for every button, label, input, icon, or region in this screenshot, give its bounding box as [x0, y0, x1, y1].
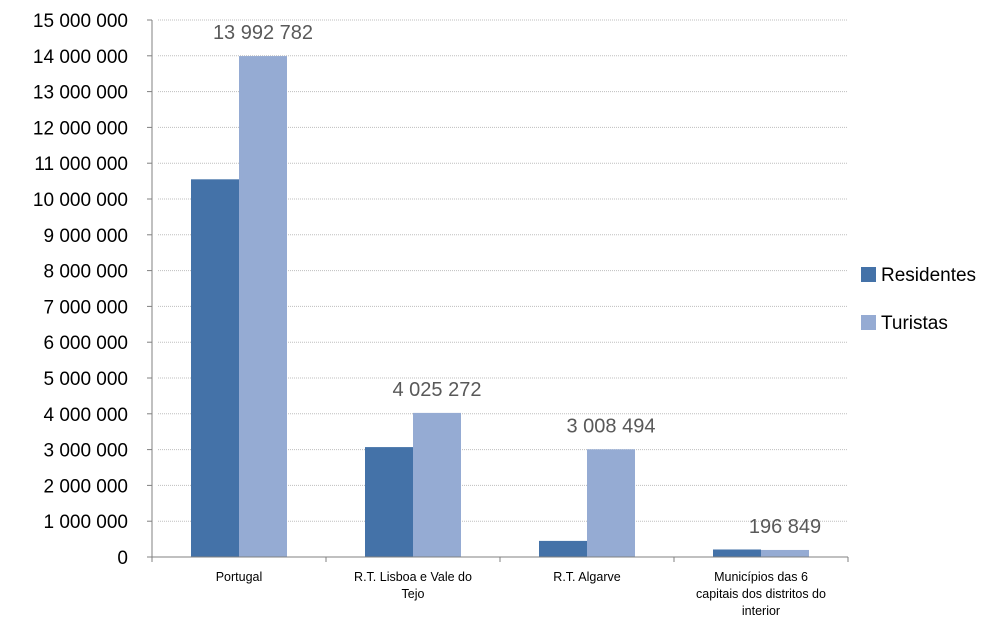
y-axis-tick-labels: 0 1 000 000 2 000 000 3 000 000 4 000 000 5 0… [33, 11, 128, 569]
x-category-label: Municípios das 6 capitais dos distritos d… [696, 570, 826, 618]
x-category-label: Portugal [216, 570, 263, 584]
x-axis-category-labels: Portugal R.T. Lisboa e Vale do Tejo R.T. Al… [216, 570, 826, 618]
y-tick-label: 8 000 000 [43, 262, 128, 283]
data-label: 4 025 272 [393, 379, 482, 401]
x-category-label-line: Municípios das 6 [714, 570, 808, 584]
y-tick-label: 7 000 000 [43, 297, 128, 318]
y-tick-label: 13 000 000 [33, 83, 128, 104]
legend-label: Turistas [881, 313, 948, 334]
y-tick-label: 4 000 000 [43, 405, 128, 426]
bars [191, 56, 809, 557]
y-tick-label: 5 000 000 [43, 369, 128, 390]
y-tick-label: 6 000 000 [43, 333, 128, 354]
legend: Residentes Turistas [861, 265, 976, 334]
bar-turistas [413, 412, 461, 557]
x-category-label: R.T. Lisboa e Vale do Tejo [354, 570, 472, 601]
bar-turistas [761, 549, 809, 557]
y-tick-label: 1 000 000 [43, 512, 128, 533]
x-category-label: R.T. Algarve [553, 570, 620, 584]
y-tick-label: 12 000 000 [33, 118, 128, 139]
bar-residentes [539, 540, 587, 557]
data-label: 13 992 782 [213, 22, 313, 44]
y-tick-label: 9 000 000 [43, 226, 128, 247]
y-tick-label: 14 000 000 [33, 47, 128, 68]
bar-turistas [239, 56, 287, 557]
x-category-label-line: R.T. Algarve [553, 570, 620, 584]
legend-swatch-residentes [861, 267, 876, 282]
x-category-label-line: interior [742, 604, 780, 618]
bar-residentes [191, 179, 239, 557]
y-tick-label: 2 000 000 [43, 476, 128, 497]
y-tick-label: 10 000 000 [33, 190, 128, 211]
axes [147, 19, 849, 562]
x-category-label-line: R.T. Lisboa e Vale do [354, 570, 472, 584]
data-labels: 13 992 782 4 025 272 3 008 494 196 849 [213, 22, 821, 538]
y-tick-label: 15 000 000 [33, 11, 128, 32]
data-label: 3 008 494 [567, 415, 656, 437]
data-label: 196 849 [749, 516, 821, 538]
bar-turistas [587, 449, 635, 557]
y-tick-label: 0 [117, 548, 128, 569]
x-category-label-line: capitais dos distritos do [696, 587, 826, 601]
bar-residentes [365, 447, 413, 557]
legend-swatch-turistas [861, 315, 876, 330]
x-category-label-line: Portugal [216, 570, 263, 584]
y-tick-label: 3 000 000 [43, 441, 128, 462]
y-tick-label: 11 000 000 [34, 154, 128, 175]
legend-label: Residentes [881, 265, 976, 286]
bar-residentes [713, 549, 761, 557]
x-category-label-line: Tejo [402, 587, 425, 601]
